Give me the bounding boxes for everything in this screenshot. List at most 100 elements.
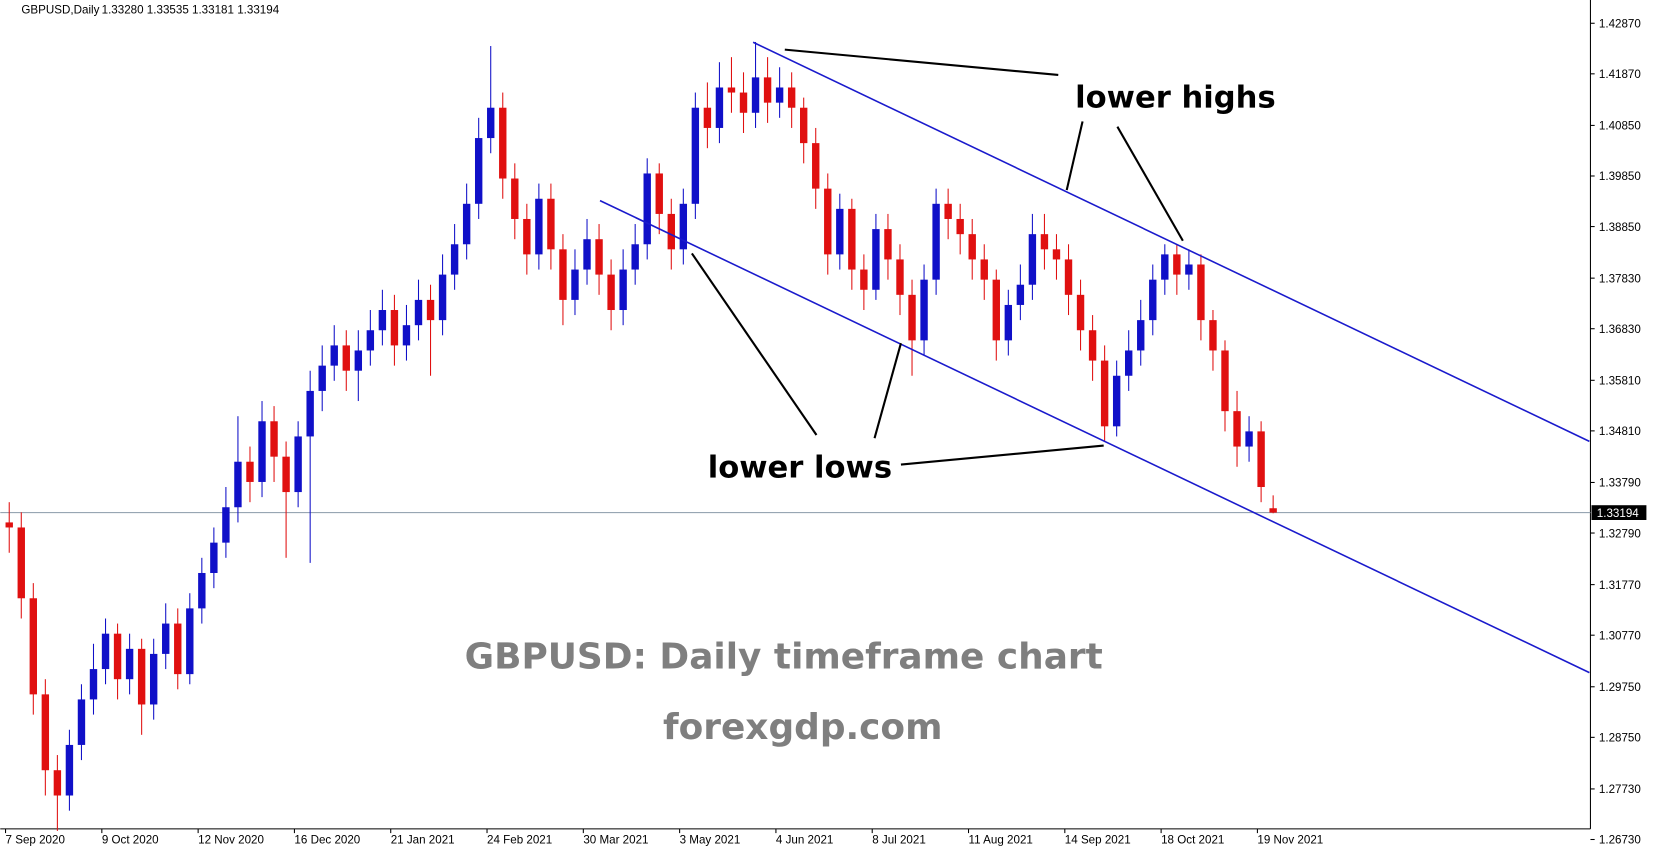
y-tick-label: 1.41870: [1599, 68, 1641, 81]
current-price-box: [1591, 505, 1647, 520]
candle-body: [318, 365, 326, 391]
candle-body: [101, 633, 110, 670]
x-tick-label: 8 Jul 2021: [872, 834, 926, 847]
y-tick-label: 1.32790: [1599, 527, 1641, 540]
y-tick-label: 1.29750: [1599, 681, 1641, 694]
candle-body: [1125, 350, 1133, 376]
x-tick-label: 4 Jun 2021: [776, 834, 833, 847]
candle-body: [53, 770, 62, 796]
candle-body: [1221, 350, 1229, 412]
candle-body: [595, 239, 603, 275]
candle-body: [246, 461, 254, 482]
x-tick-label: 19 Nov 2021: [1257, 834, 1323, 847]
y-tick-label: 1.33790: [1599, 477, 1641, 490]
upper-channel-line: [752, 41, 1590, 443]
candle-body: [258, 421, 266, 482]
y-tick-label: 1.39850: [1599, 170, 1641, 183]
candle-body: [1112, 375, 1121, 427]
candle-body: [848, 208, 856, 270]
candle-body: [499, 107, 507, 179]
candle-body: [799, 107, 808, 144]
candle-body: [619, 269, 627, 311]
candle-body: [1269, 508, 1277, 513]
candle-body: [282, 456, 290, 493]
candle-body: [992, 279, 1000, 341]
y-tick-label: 1.36830: [1599, 323, 1641, 336]
candle-body: [17, 527, 25, 599]
candle-body: [149, 653, 158, 705]
candle-body: [1185, 264, 1193, 275]
candle-body: [162, 623, 170, 654]
pointer-lines: [691, 48, 1184, 466]
x-tick-label: 3 May 2021: [680, 834, 741, 847]
candle-body: [378, 310, 387, 331]
y-tick-label: 1.26730: [1599, 834, 1641, 847]
candle-body: [5, 522, 13, 528]
x-tick-label: 11 Aug 2021: [969, 834, 1033, 847]
candle-body: [366, 330, 375, 351]
candle-body: [775, 87, 784, 103]
candle-body: [631, 244, 639, 270]
candle-body: [41, 694, 50, 771]
candle-body: [559, 249, 567, 300]
candle-body: [1245, 431, 1253, 447]
pointer: [784, 48, 1059, 77]
chart-title: GBPUSD,Daily: [21, 4, 99, 17]
candle-body: [763, 77, 772, 103]
annotation: lower highs: [1075, 81, 1276, 116]
candle-body: [884, 229, 892, 260]
candle-body: [414, 299, 423, 326]
y-tick-label: 1.37830: [1599, 272, 1641, 285]
candle-body: [330, 345, 338, 366]
y-tick-label: 1.40850: [1599, 120, 1641, 133]
x-tick-label: 12 Nov 2020: [198, 834, 264, 847]
candle-body: [1197, 264, 1205, 321]
candle-body: [210, 542, 218, 573]
candle-body: [860, 269, 868, 290]
candle-body: [77, 699, 86, 745]
pointer: [900, 444, 1104, 466]
candle-body: [1004, 304, 1013, 341]
candle-body: [1028, 234, 1037, 285]
candle-body: [535, 198, 543, 255]
y-tick-label: 1.34810: [1599, 425, 1641, 438]
candle-body: [1100, 360, 1109, 427]
pointer: [1065, 121, 1084, 191]
candle-body: [980, 259, 988, 280]
candle-body: [523, 218, 531, 255]
candle-body: [438, 274, 447, 321]
candle-body: [487, 107, 495, 139]
candle-body: [125, 648, 134, 680]
candle-body: [174, 623, 182, 675]
candle-body: [89, 669, 98, 700]
y-tick-label: 1.42870: [1599, 17, 1641, 30]
candle-body: [691, 107, 700, 204]
candle-body: [354, 350, 363, 371]
x-tick-label: 16 Dec 2020: [294, 834, 360, 847]
candle-body: [198, 572, 206, 609]
candle-body: [342, 345, 350, 371]
candle-body: [511, 178, 519, 219]
candle-body: [571, 269, 579, 300]
x-tick-label: 18 Oct 2021: [1161, 834, 1224, 847]
candle-body: [1209, 320, 1217, 351]
y-tick-label: 1.27730: [1599, 783, 1641, 796]
candle-body: [1149, 279, 1157, 321]
candle-body: [450, 244, 459, 275]
y-tick-label: 1.38850: [1599, 221, 1641, 234]
header-prices: 1.33280 1.33535 1.33181 1.33194: [102, 4, 280, 17]
candle-body: [1040, 234, 1049, 250]
x-tick-label: 9 Oct 2020: [102, 834, 159, 847]
candle-body: [727, 87, 736, 93]
lower-channel-line: [599, 199, 1590, 674]
candle-body: [1173, 254, 1181, 275]
candle-body: [715, 87, 724, 128]
x-tick-label: 24 Feb 2021: [487, 834, 552, 847]
candle-body: [1161, 254, 1169, 280]
candle-body: [739, 92, 748, 113]
current-price-label: 1.33194: [1597, 507, 1640, 520]
watermark-site: forexgdp.com: [663, 707, 943, 748]
candle-body: [896, 259, 904, 295]
candle-body: [222, 507, 230, 543]
